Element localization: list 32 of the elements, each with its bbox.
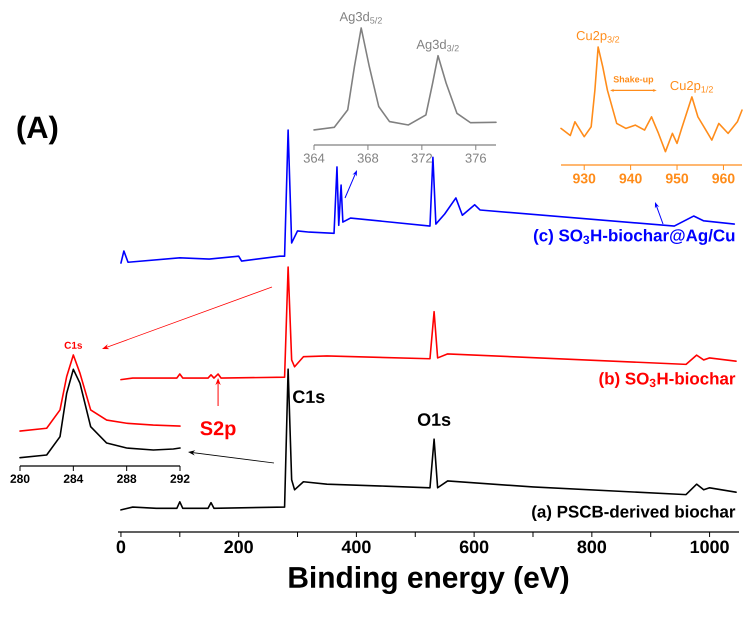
x-tick-label: 1000 bbox=[690, 540, 729, 554]
x-tick-label: 368 bbox=[358, 154, 378, 163]
x-tick-label: 200 bbox=[224, 540, 253, 554]
x-tick-label: 280 bbox=[10, 474, 30, 483]
x-tick-label: 960 bbox=[712, 174, 735, 184]
legend-label: (c) SO$_{3}$H-biochar@Ag/Cu bbox=[534, 229, 734, 245]
x-tick-label: 950 bbox=[666, 174, 688, 184]
series-label: (a) PSCB-derived biochar bbox=[532, 505, 736, 521]
x-tick-label: 288 bbox=[117, 474, 136, 483]
chart-title: (A) bbox=[17, 116, 58, 144]
x-tick-label: 400 bbox=[342, 540, 371, 554]
annotation: Cu2p$_{3/2}$ bbox=[576, 31, 620, 43]
x-tick-label: 376 bbox=[465, 154, 486, 163]
annotation: C1s bbox=[64, 342, 82, 349]
annotation: C1s bbox=[293, 390, 324, 404]
x-tick-label: 940 bbox=[619, 174, 642, 184]
annotation: O1s bbox=[418, 413, 450, 426]
x-tick-label: 800 bbox=[577, 540, 606, 554]
series-label: (b) SO$_{3}$H-biochar bbox=[599, 372, 736, 388]
annotation: Ag3d$_{3/2}$ bbox=[416, 39, 459, 52]
x-tick-label: 364 bbox=[304, 154, 324, 163]
annotation: Shake-up bbox=[613, 76, 654, 84]
x-tick-label: 292 bbox=[170, 474, 190, 483]
x-axis-title: Binding energy (eV) bbox=[289, 566, 568, 594]
annotation: Ag3d$_{5/2}$ bbox=[340, 12, 382, 24]
annotation: S2p bbox=[200, 421, 236, 440]
annotation: Cu2p$_{1/2}$ bbox=[670, 80, 713, 93]
x-tick-label: 284 bbox=[64, 474, 84, 483]
x-tick-label: 0 bbox=[116, 540, 126, 554]
x-tick-label: 930 bbox=[573, 174, 596, 184]
x-tick-label: 600 bbox=[460, 540, 488, 554]
x-tick-label: 372 bbox=[412, 154, 432, 163]
